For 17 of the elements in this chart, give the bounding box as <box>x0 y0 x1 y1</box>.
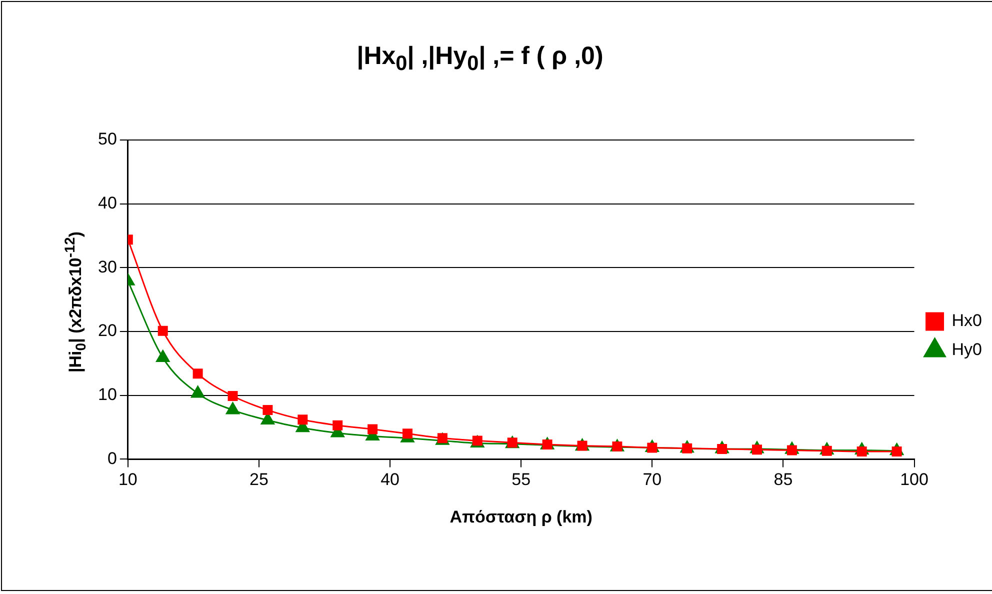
y-tick-label: 30 <box>98 257 117 276</box>
x-tick-label: 40 <box>380 470 400 490</box>
x-tick-label: 10 <box>118 470 138 490</box>
x-tick-label: 85 <box>774 470 793 490</box>
x-axis-title: Απόσταση ρ (km) <box>450 507 592 526</box>
chart-title: |Hx$_{0}$| ,|Hy$_{0}$| ,= f ( ρ ,0) <box>356 42 604 76</box>
x-tick-label: 25 <box>250 470 268 490</box>
x-tick-label: 100 <box>900 470 928 490</box>
y-tick-label: 20 <box>98 321 117 340</box>
x-tick-label: 55 <box>512 470 531 490</box>
legend-label: Hy0 <box>952 340 982 360</box>
y-tick-label: 50 <box>98 130 117 149</box>
y-tick-label: 0 <box>107 448 117 468</box>
legend-label: Hx0 <box>952 311 982 330</box>
y-tick-label: 10 <box>98 385 117 404</box>
y-tick-label: 40 <box>98 194 117 213</box>
x-tick-label: 70 <box>642 470 662 490</box>
